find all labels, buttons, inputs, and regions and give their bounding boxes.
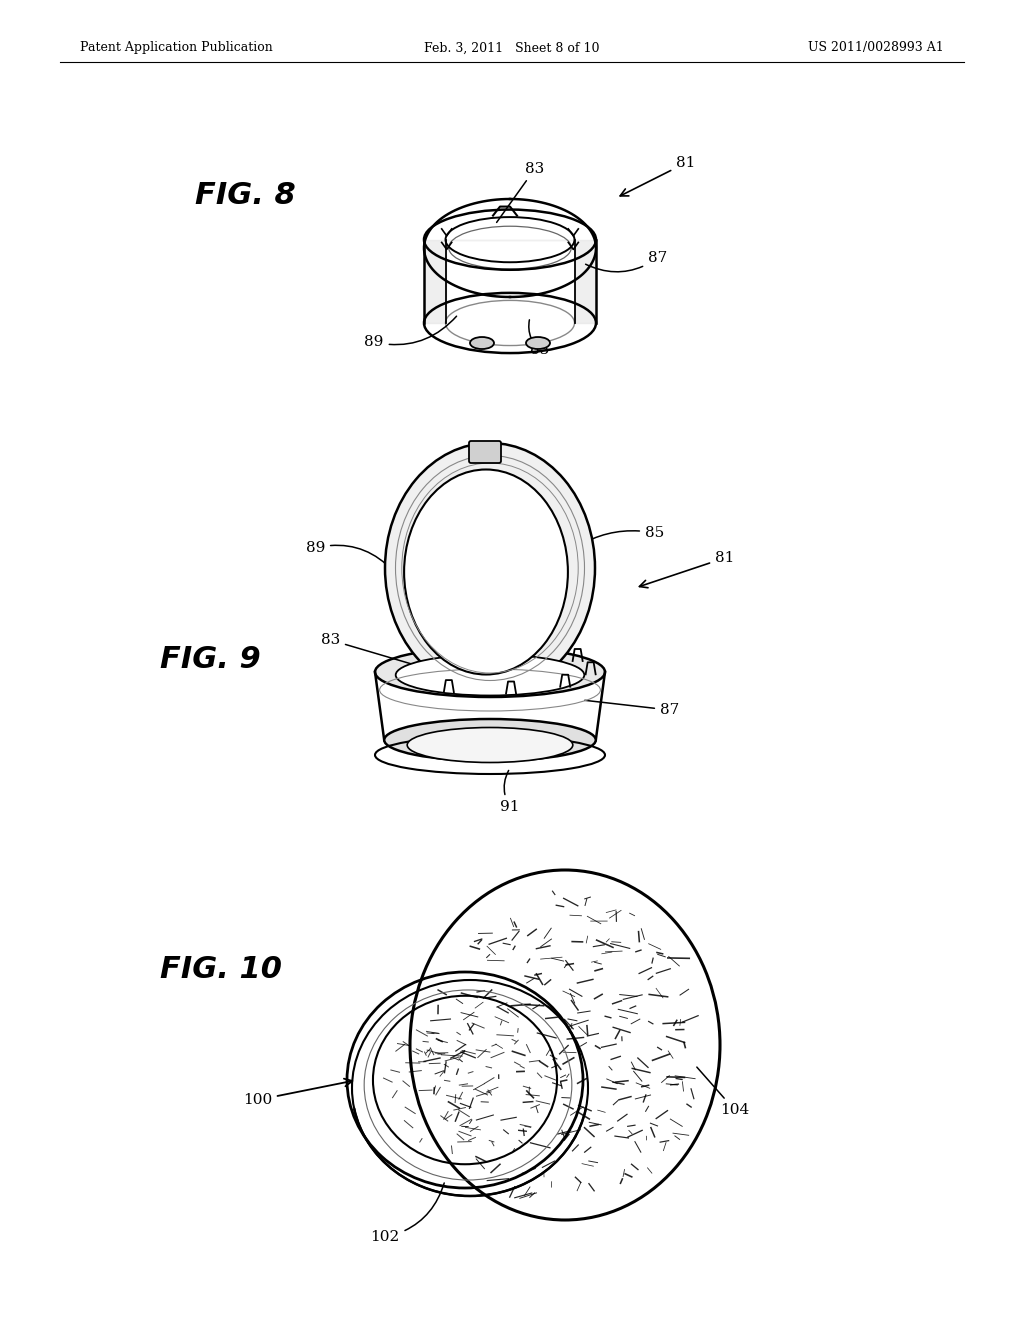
Ellipse shape	[470, 337, 494, 348]
Text: 83: 83	[321, 634, 413, 664]
FancyBboxPatch shape	[469, 441, 501, 463]
Text: 85: 85	[578, 525, 665, 546]
Text: 81: 81	[639, 550, 734, 587]
Text: FIG. 9: FIG. 9	[160, 645, 261, 675]
Text: 89: 89	[305, 541, 393, 572]
Ellipse shape	[526, 337, 550, 348]
Text: 83: 83	[497, 161, 545, 223]
Text: FIG. 8: FIG. 8	[195, 181, 296, 210]
Text: 104: 104	[697, 1067, 750, 1117]
Ellipse shape	[404, 470, 568, 675]
Text: Patent Application Publication: Patent Application Publication	[80, 41, 272, 54]
Text: 102: 102	[371, 1183, 444, 1245]
Ellipse shape	[395, 655, 585, 696]
Text: 91: 91	[501, 771, 520, 814]
Text: 85: 85	[528, 319, 550, 358]
Text: FIG. 10: FIG. 10	[160, 956, 282, 985]
Text: 100: 100	[243, 1078, 352, 1107]
Text: 81: 81	[621, 156, 695, 195]
Text: US 2011/0028993 A1: US 2011/0028993 A1	[808, 41, 944, 54]
Ellipse shape	[375, 647, 605, 697]
Ellipse shape	[408, 727, 572, 763]
Text: 89: 89	[365, 317, 457, 348]
Text: 87: 87	[585, 701, 679, 717]
Ellipse shape	[384, 719, 596, 762]
Ellipse shape	[385, 444, 595, 693]
Text: 87: 87	[586, 251, 668, 272]
Text: Feb. 3, 2011   Sheet 8 of 10: Feb. 3, 2011 Sheet 8 of 10	[424, 41, 600, 54]
Polygon shape	[424, 240, 596, 323]
